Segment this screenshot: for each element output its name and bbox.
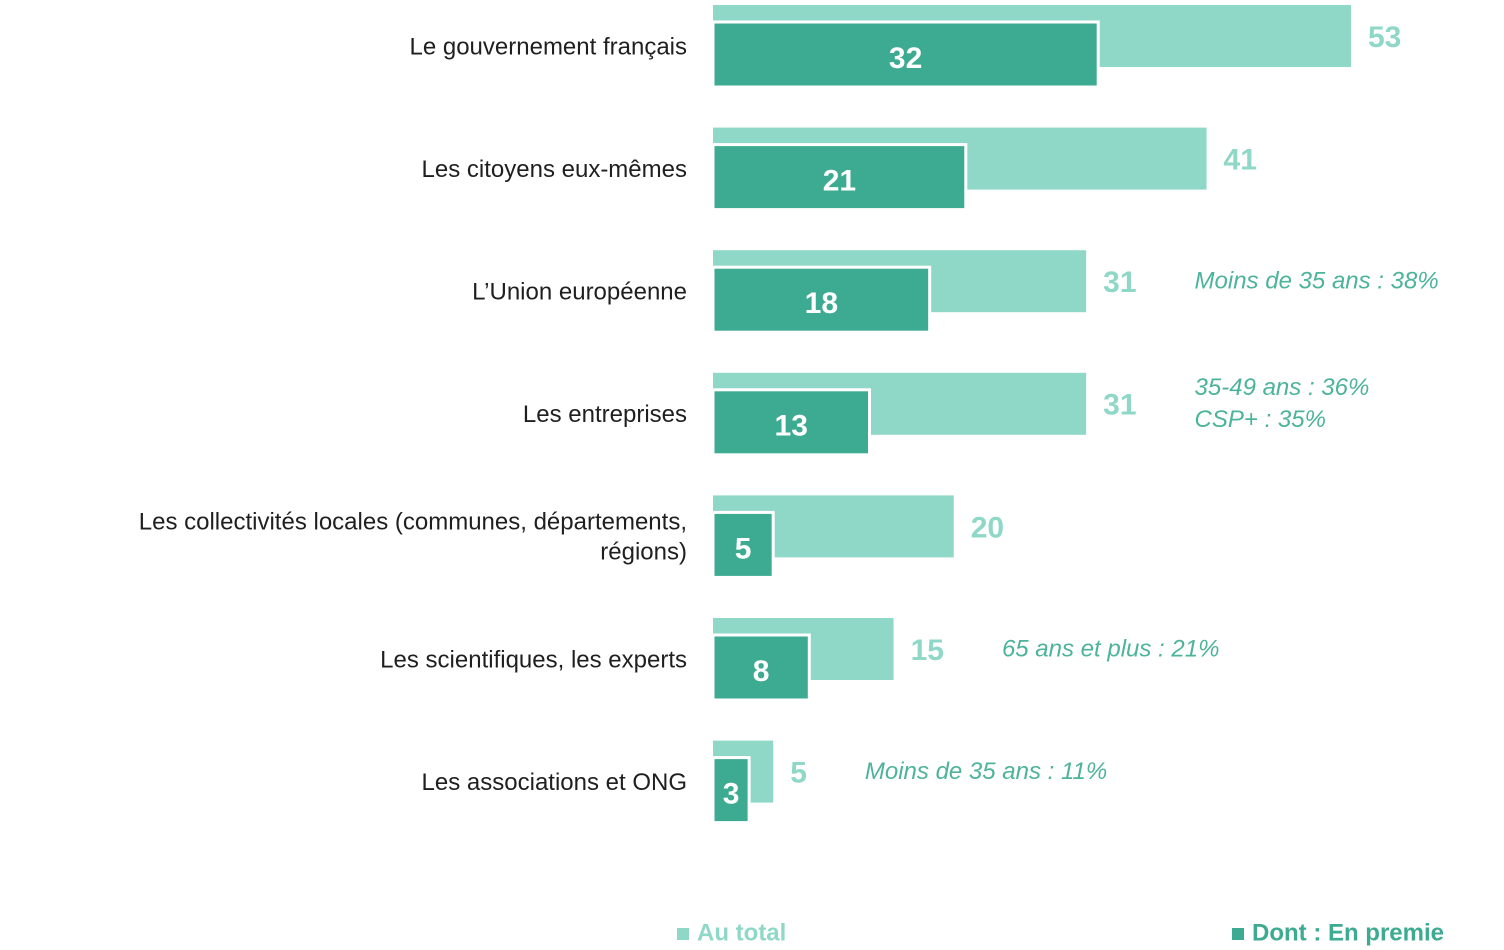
value-label: 3 <box>723 778 740 811</box>
legend-label: Au total <box>697 919 786 946</box>
category-label: Les collectivités locales (communes, dép… <box>139 509 687 566</box>
value-label: 31 <box>1103 389 1136 422</box>
value-label: 41 <box>1224 144 1257 177</box>
value-label: 8 <box>753 655 770 688</box>
legend-label: Dont : En premie <box>1252 919 1444 946</box>
bar-first <box>711 633 811 702</box>
annotation: 65 ans et plus : 21% <box>1002 635 1219 662</box>
value-label: 13 <box>775 410 808 443</box>
category-label: Les associations et ONG <box>422 769 687 796</box>
category-label: Le gouvernement français <box>410 33 688 60</box>
value-label: 15 <box>911 634 944 667</box>
value-label: 5 <box>790 757 807 790</box>
category-label: Les scientifiques, les experts <box>380 646 687 673</box>
annotation: CSP+ : 35% <box>1195 406 1326 433</box>
value-label: 32 <box>889 42 922 75</box>
category-line: régions) <box>600 539 687 566</box>
value-label: 20 <box>971 511 1004 544</box>
annotation: Moins de 35 ans : 11% <box>865 758 1107 785</box>
legend-swatch <box>677 928 689 940</box>
category-label: L’Union européenne <box>472 279 687 306</box>
value-label: 18 <box>805 287 838 320</box>
annotation: 35-49 ans : 36% <box>1195 374 1370 401</box>
bar-first <box>711 265 932 334</box>
category-line: Les collectivités locales (communes, dép… <box>139 509 687 536</box>
value-label: 5 <box>735 532 752 565</box>
bar-first <box>711 143 968 212</box>
bar-first <box>711 510 775 579</box>
category-label: Les citoyens eux-mêmes <box>422 156 687 183</box>
bar-first <box>711 20 1100 89</box>
value-label: 31 <box>1103 266 1136 299</box>
annotation: Moins de 35 ans : 38% <box>1195 268 1439 295</box>
bar-first <box>711 388 871 457</box>
category-label: Les entreprises <box>523 401 687 428</box>
value-label: 21 <box>823 165 856 198</box>
legend-swatch <box>1232 928 1244 940</box>
bar-first <box>711 756 751 825</box>
value-label: 53 <box>1368 21 1401 54</box>
